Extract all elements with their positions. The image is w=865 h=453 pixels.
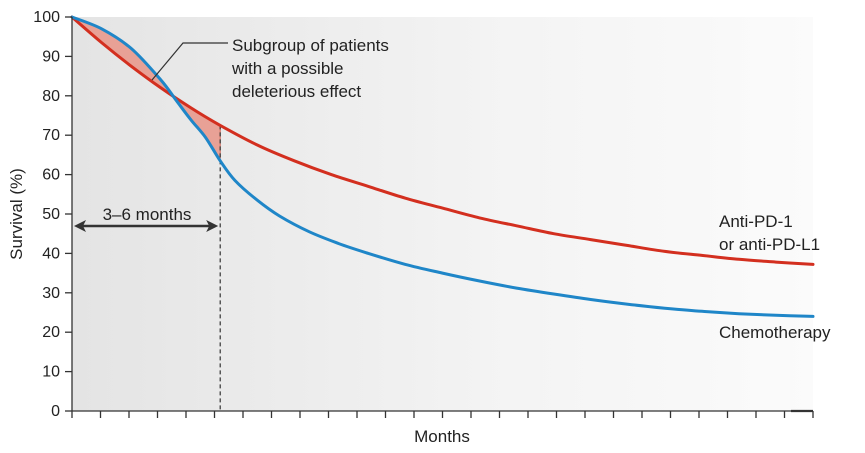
span-arrowhead-left	[74, 220, 86, 232]
y-tick-label: 30	[42, 285, 60, 302]
annotation-label-line-1: Subgroup of patients	[232, 36, 389, 55]
annotation-label-line-3: deleterious effect	[232, 82, 361, 101]
y-tick-label: 80	[42, 88, 60, 105]
y-tick-label: 10	[42, 364, 60, 381]
x-axis	[71, 409, 814, 418]
y-tick-label: 0	[51, 403, 60, 420]
span-label: 3–6 months	[103, 205, 192, 224]
y-axis: 0 10 20 30 40 50 60 70 80 90 100	[33, 9, 73, 420]
y-tick-label: 60	[42, 167, 60, 184]
y-tick-label: 100	[33, 9, 60, 26]
time-span-marker: 3–6 months	[74, 205, 219, 232]
y-tick-label: 20	[42, 324, 60, 341]
y-axis-title: Survival (%)	[7, 168, 26, 260]
y-tick-label: 70	[42, 127, 60, 144]
legend-anti-pd1-line-2: or anti-PD-L1	[719, 235, 820, 254]
span-arrowhead-right	[206, 220, 219, 232]
y-tick-label: 50	[42, 206, 60, 223]
x-axis-title: Months	[414, 427, 470, 446]
annotation-label-line-2: with a possible	[231, 59, 344, 78]
legend-anti-pd1-line-1: Anti-PD-1	[719, 212, 793, 231]
y-tick-label: 90	[42, 48, 60, 65]
annotation-leader-line	[151, 42, 228, 81]
series-lines	[70, 15, 815, 318]
y-tick-label: 40	[42, 245, 60, 262]
plot-background	[72, 17, 813, 411]
chemotherapy-survival-line	[70, 15, 815, 318]
legend-chemotherapy: Chemotherapy	[719, 323, 831, 342]
